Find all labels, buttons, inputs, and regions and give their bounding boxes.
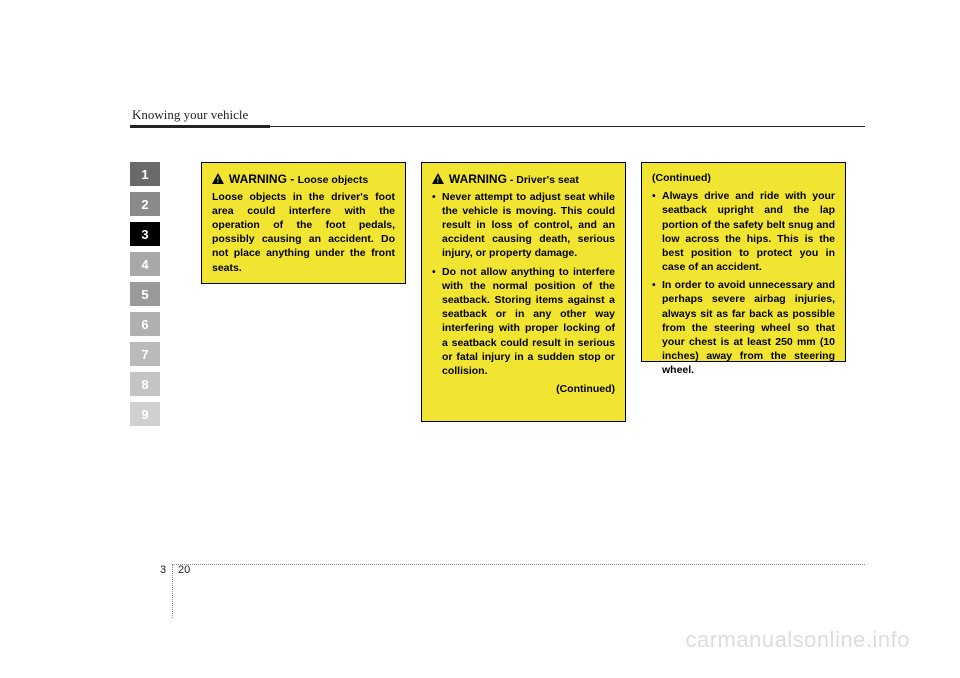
- warning-box-loose-objects: ! WARNING - Loose objects Loose objects …: [201, 162, 406, 284]
- warning-sep: -: [507, 174, 516, 186]
- footer-page: 20: [178, 564, 190, 576]
- header-rule: [130, 126, 865, 127]
- warning-label: WARNING: [229, 172, 287, 186]
- tab-7: 7: [130, 342, 160, 366]
- warning-bullets: Always drive and ride with your seatback…: [652, 189, 835, 377]
- warning-box-continued: (Continued) Always drive and ride with y…: [641, 162, 846, 362]
- tab-8: 8: [130, 372, 160, 396]
- tab-4: 4: [130, 252, 160, 276]
- continued-top-label: (Continued): [652, 171, 835, 185]
- footer-chapter: 3: [160, 564, 166, 576]
- tab-9: 9: [130, 402, 160, 426]
- bullet-item: In order to avoid unnecessary and perhap…: [652, 278, 835, 377]
- warning-subtitle: Loose objects: [298, 174, 369, 186]
- warning-heading: ! WARNING - Driver's seat: [432, 171, 615, 188]
- warning-icon: !: [432, 173, 444, 188]
- warning-bullets: Never attempt to adjust seat while the v…: [432, 190, 615, 378]
- bullet-item: Never attempt to adjust seat while the v…: [432, 190, 615, 261]
- warning-icon: !: [212, 173, 224, 188]
- warning-box-drivers-seat: ! WARNING - Driver's seat Never attempt …: [421, 162, 626, 422]
- warning-body: Loose objects in the driver's foot area …: [212, 190, 395, 275]
- svg-text:!: !: [437, 175, 440, 184]
- tab-3-active: 3: [130, 222, 160, 246]
- tab-1: 1: [130, 162, 160, 186]
- footer-vertical-rule: [172, 564, 173, 618]
- watermark: carmanualsonline.info: [685, 627, 910, 653]
- svg-text:!: !: [217, 175, 220, 184]
- continued-label: (Continued): [432, 382, 615, 396]
- bullet-item: Do not allow anything to inter­fere with…: [432, 265, 615, 378]
- bullet-item: Always drive and ride with your seatback…: [652, 189, 835, 274]
- warning-sep: -: [287, 172, 298, 186]
- tab-2: 2: [130, 192, 160, 216]
- chapter-tabs: 1 2 3 4 5 6 7 8 9: [130, 162, 160, 432]
- tab-5: 5: [130, 282, 160, 306]
- footer-rule: [172, 564, 865, 565]
- warning-label: WARNING: [449, 172, 507, 186]
- warning-heading: ! WARNING - Loose objects: [212, 171, 395, 188]
- warning-subtitle: Driver's seat: [516, 174, 579, 186]
- header-title: Knowing your vehicle: [132, 107, 248, 123]
- tab-6: 6: [130, 312, 160, 336]
